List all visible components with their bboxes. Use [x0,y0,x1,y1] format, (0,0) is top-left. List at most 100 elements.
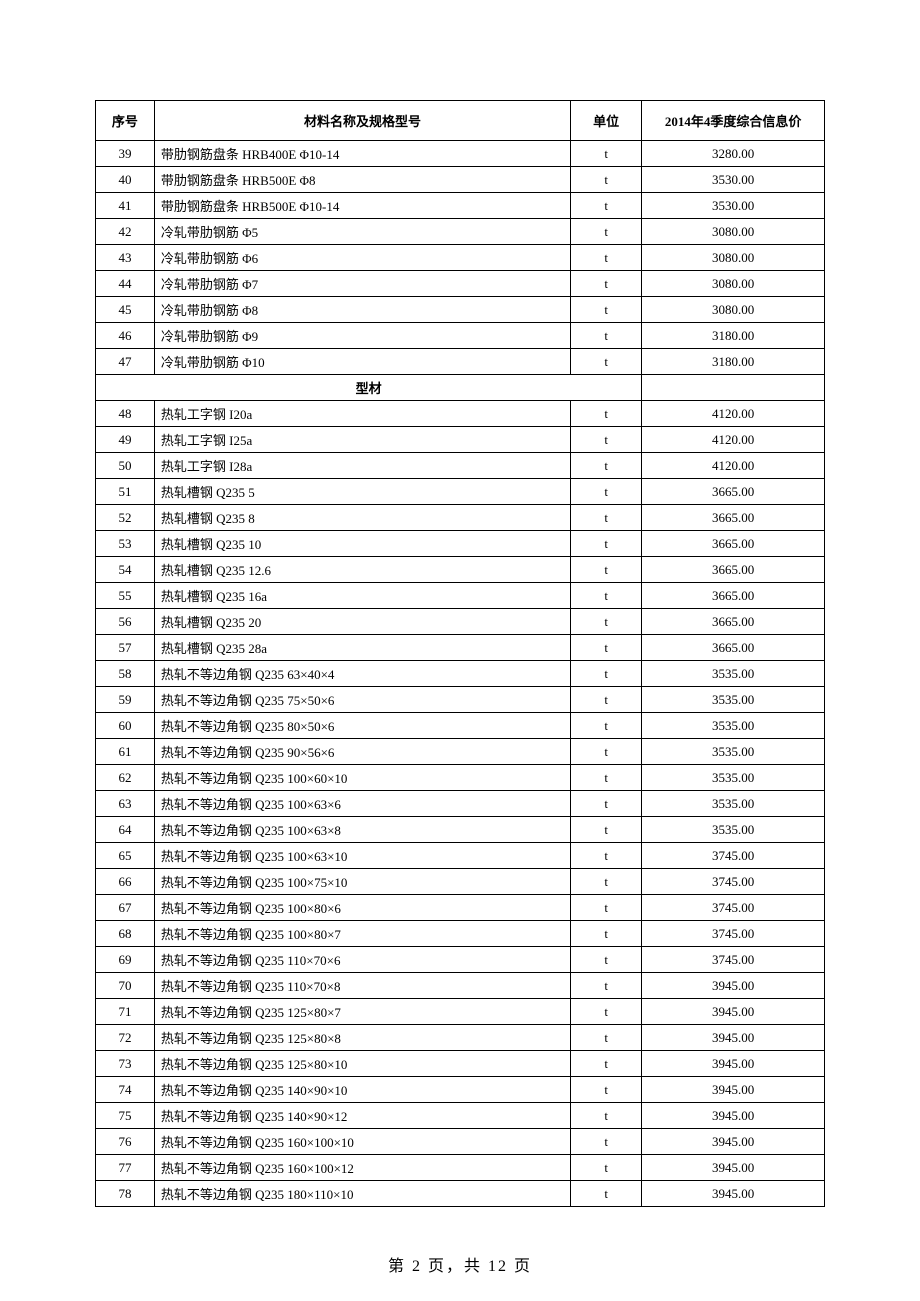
cell-unit: t [571,947,642,973]
cell-seq: 44 [96,271,155,297]
section-price-empty [642,375,825,401]
cell-seq: 52 [96,505,155,531]
cell-price: 4120.00 [642,427,825,453]
table-row: 61热轧不等边角钢 Q235 90×56×6t3535.00 [96,739,825,765]
cell-price: 3945.00 [642,999,825,1025]
cell-name: 热轧槽钢 Q235 20 [154,609,570,635]
cell-price: 3665.00 [642,479,825,505]
cell-seq: 77 [96,1155,155,1181]
cell-name: 热轧不等边角钢 Q235 63×40×4 [154,661,570,687]
cell-price: 3945.00 [642,1077,825,1103]
cell-name: 热轧槽钢 Q235 8 [154,505,570,531]
cell-price: 3745.00 [642,843,825,869]
cell-price: 3945.00 [642,1051,825,1077]
table-row: 77热轧不等边角钢 Q235 160×100×12t3945.00 [96,1155,825,1181]
table-row: 49热轧工字钢 I25at4120.00 [96,427,825,453]
page-footer: 第 2 页，共 12 页 [95,1252,825,1276]
cell-seq: 62 [96,765,155,791]
cell-price: 3945.00 [642,1103,825,1129]
table-row: 63热轧不等边角钢 Q235 100×63×6t3535.00 [96,791,825,817]
cell-name: 冷轧带肋钢筋 Φ7 [154,271,570,297]
cell-unit: t [571,557,642,583]
cell-seq: 46 [96,323,155,349]
table-row: 68热轧不等边角钢 Q235 100×80×7t3745.00 [96,921,825,947]
cell-unit: t [571,869,642,895]
table-row: 71热轧不等边角钢 Q235 125×80×7t3945.00 [96,999,825,1025]
cell-price: 3080.00 [642,297,825,323]
table-row: 53热轧槽钢 Q235 10t3665.00 [96,531,825,557]
cell-price: 3665.00 [642,609,825,635]
cell-name: 热轧不等边角钢 Q235 90×56×6 [154,739,570,765]
cell-seq: 73 [96,1051,155,1077]
table-row: 78热轧不等边角钢 Q235 180×110×10t3945.00 [96,1181,825,1207]
cell-seq: 39 [96,141,155,167]
cell-seq: 53 [96,531,155,557]
table-row: 67热轧不等边角钢 Q235 100×80×6t3745.00 [96,895,825,921]
cell-price: 3665.00 [642,635,825,661]
cell-name: 热轧工字钢 I20a [154,401,570,427]
cell-unit: t [571,1181,642,1207]
cell-price: 3945.00 [642,1155,825,1181]
table-row: 60热轧不等边角钢 Q235 80×50×6t3535.00 [96,713,825,739]
cell-seq: 61 [96,739,155,765]
cell-seq: 70 [96,973,155,999]
cell-price: 4120.00 [642,401,825,427]
cell-name: 带肋钢筋盘条 HRB400E Φ10-14 [154,141,570,167]
cell-unit: t [571,427,642,453]
cell-name: 热轧不等边角钢 Q235 125×80×10 [154,1051,570,1077]
table-row: 66热轧不等边角钢 Q235 100×75×10t3745.00 [96,869,825,895]
cell-price: 3745.00 [642,869,825,895]
cell-seq: 41 [96,193,155,219]
header-unit: 单位 [571,101,642,141]
cell-seq: 78 [96,1181,155,1207]
cell-name: 热轧工字钢 I25a [154,427,570,453]
cell-unit: t [571,271,642,297]
cell-name: 带肋钢筋盘条 HRB500E Φ10-14 [154,193,570,219]
table-row: 48热轧工字钢 I20at4120.00 [96,401,825,427]
cell-seq: 40 [96,167,155,193]
cell-unit: t [571,323,642,349]
cell-name: 热轧不等边角钢 Q235 100×63×10 [154,843,570,869]
cell-price: 3280.00 [642,141,825,167]
cell-seq: 71 [96,999,155,1025]
cell-price: 3180.00 [642,349,825,375]
cell-price: 3535.00 [642,817,825,843]
table-row: 39带肋钢筋盘条 HRB400E Φ10-14t3280.00 [96,141,825,167]
table-row: 70热轧不等边角钢 Q235 110×70×8t3945.00 [96,973,825,999]
cell-price: 3080.00 [642,245,825,271]
cell-seq: 49 [96,427,155,453]
cell-seq: 51 [96,479,155,505]
cell-unit: t [571,765,642,791]
table-row: 56热轧槽钢 Q235 20t3665.00 [96,609,825,635]
cell-price: 3535.00 [642,765,825,791]
cell-unit: t [571,739,642,765]
table-row: 57热轧槽钢 Q235 28at3665.00 [96,635,825,661]
cell-name: 热轧不等边角钢 Q235 110×70×6 [154,947,570,973]
cell-seq: 56 [96,609,155,635]
cell-name: 热轧槽钢 Q235 5 [154,479,570,505]
cell-unit: t [571,167,642,193]
cell-name: 热轧不等边角钢 Q235 100×80×7 [154,921,570,947]
table-row: 40带肋钢筋盘条 HRB500E Φ8t3530.00 [96,167,825,193]
table-row: 46冷轧带肋钢筋 Φ9t3180.00 [96,323,825,349]
table-row: 62热轧不等边角钢 Q235 100×60×10t3535.00 [96,765,825,791]
cell-unit: t [571,1129,642,1155]
cell-unit: t [571,973,642,999]
table-row: 65热轧不等边角钢 Q235 100×63×10t3745.00 [96,843,825,869]
cell-price: 3745.00 [642,895,825,921]
cell-price: 3530.00 [642,193,825,219]
cell-price: 3530.00 [642,167,825,193]
table-row: 52热轧槽钢 Q235 8t3665.00 [96,505,825,531]
cell-price: 3080.00 [642,271,825,297]
table-row: 43冷轧带肋钢筋 Φ6t3080.00 [96,245,825,271]
cell-unit: t [571,791,642,817]
cell-unit: t [571,609,642,635]
cell-seq: 42 [96,219,155,245]
cell-seq: 69 [96,947,155,973]
cell-unit: t [571,999,642,1025]
cell-seq: 58 [96,661,155,687]
cell-name: 冷轧带肋钢筋 Φ10 [154,349,570,375]
cell-seq: 45 [96,297,155,323]
cell-price: 3665.00 [642,583,825,609]
cell-price: 3180.00 [642,323,825,349]
